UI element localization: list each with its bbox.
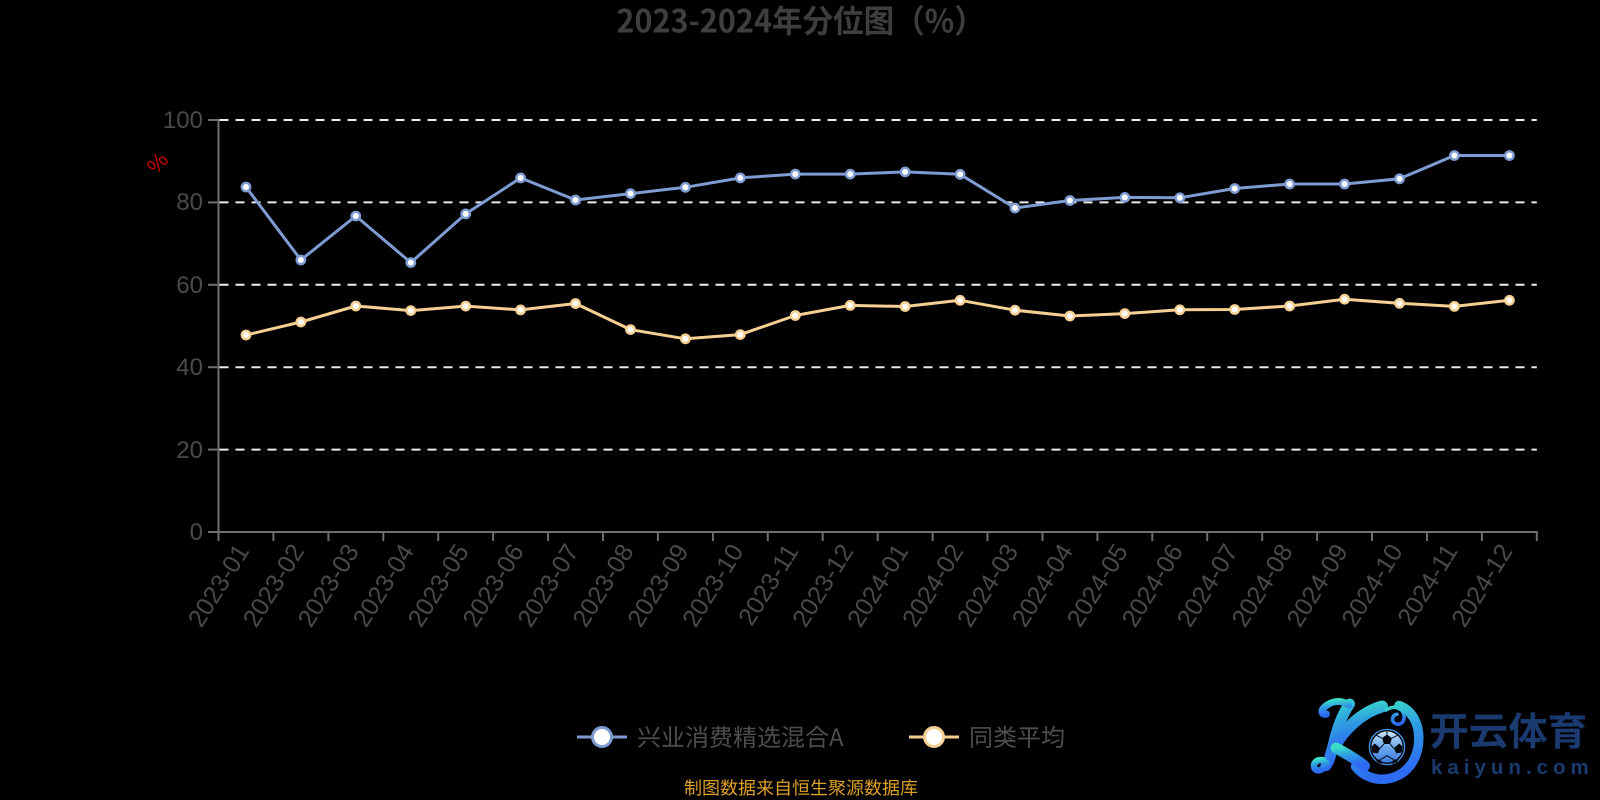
svg-text:0: 0 xyxy=(190,519,203,546)
svg-text:20: 20 xyxy=(176,437,203,464)
svg-text:40: 40 xyxy=(176,354,203,381)
svg-text:kaiyun.com: kaiyun.com xyxy=(1431,756,1594,779)
svg-text:60: 60 xyxy=(176,272,203,299)
svg-text:100: 100 xyxy=(163,107,203,134)
svg-text:80: 80 xyxy=(176,189,203,216)
